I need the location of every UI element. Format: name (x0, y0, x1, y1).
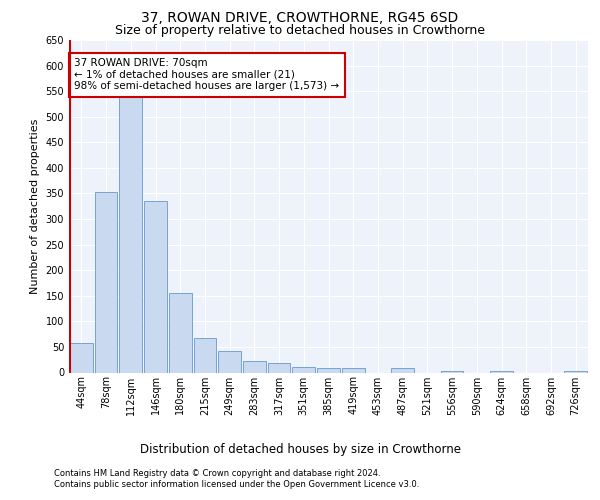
Bar (169, 293, 191, 372)
Bar (490, 371, 513, 372)
Bar (70, 344, 93, 372)
Bar (194, 338, 216, 372)
Bar (317, 368, 340, 372)
Y-axis label: Number of detached properties: Number of detached properties (30, 118, 40, 294)
Text: Contains public sector information licensed under the Open Government Licence v3: Contains public sector information licen… (54, 480, 419, 489)
Bar (243, 360, 266, 372)
Bar (119, 98, 142, 372)
Bar (391, 368, 414, 372)
Text: Size of property relative to detached houses in Crowthorne: Size of property relative to detached ho… (115, 24, 485, 37)
Text: 37 ROWAN DRIVE: 70sqm
← 1% of detached houses are smaller (21)
98% of semi-detac: 37 ROWAN DRIVE: 70sqm ← 1% of detached h… (74, 58, 340, 92)
Bar (292, 368, 315, 372)
Bar (441, 371, 463, 372)
Text: Distribution of detached houses by size in Crowthorne: Distribution of detached houses by size … (139, 442, 461, 456)
Text: Contains HM Land Registry data © Crown copyright and database right 2024.: Contains HM Land Registry data © Crown c… (54, 469, 380, 478)
Bar (95, 192, 118, 372)
Bar (218, 351, 241, 372)
Bar (564, 371, 587, 372)
Bar (144, 200, 167, 372)
Bar (342, 368, 365, 372)
Bar (268, 364, 290, 372)
Text: 37, ROWAN DRIVE, CROWTHORNE, RG45 6SD: 37, ROWAN DRIVE, CROWTHORNE, RG45 6SD (142, 11, 458, 25)
